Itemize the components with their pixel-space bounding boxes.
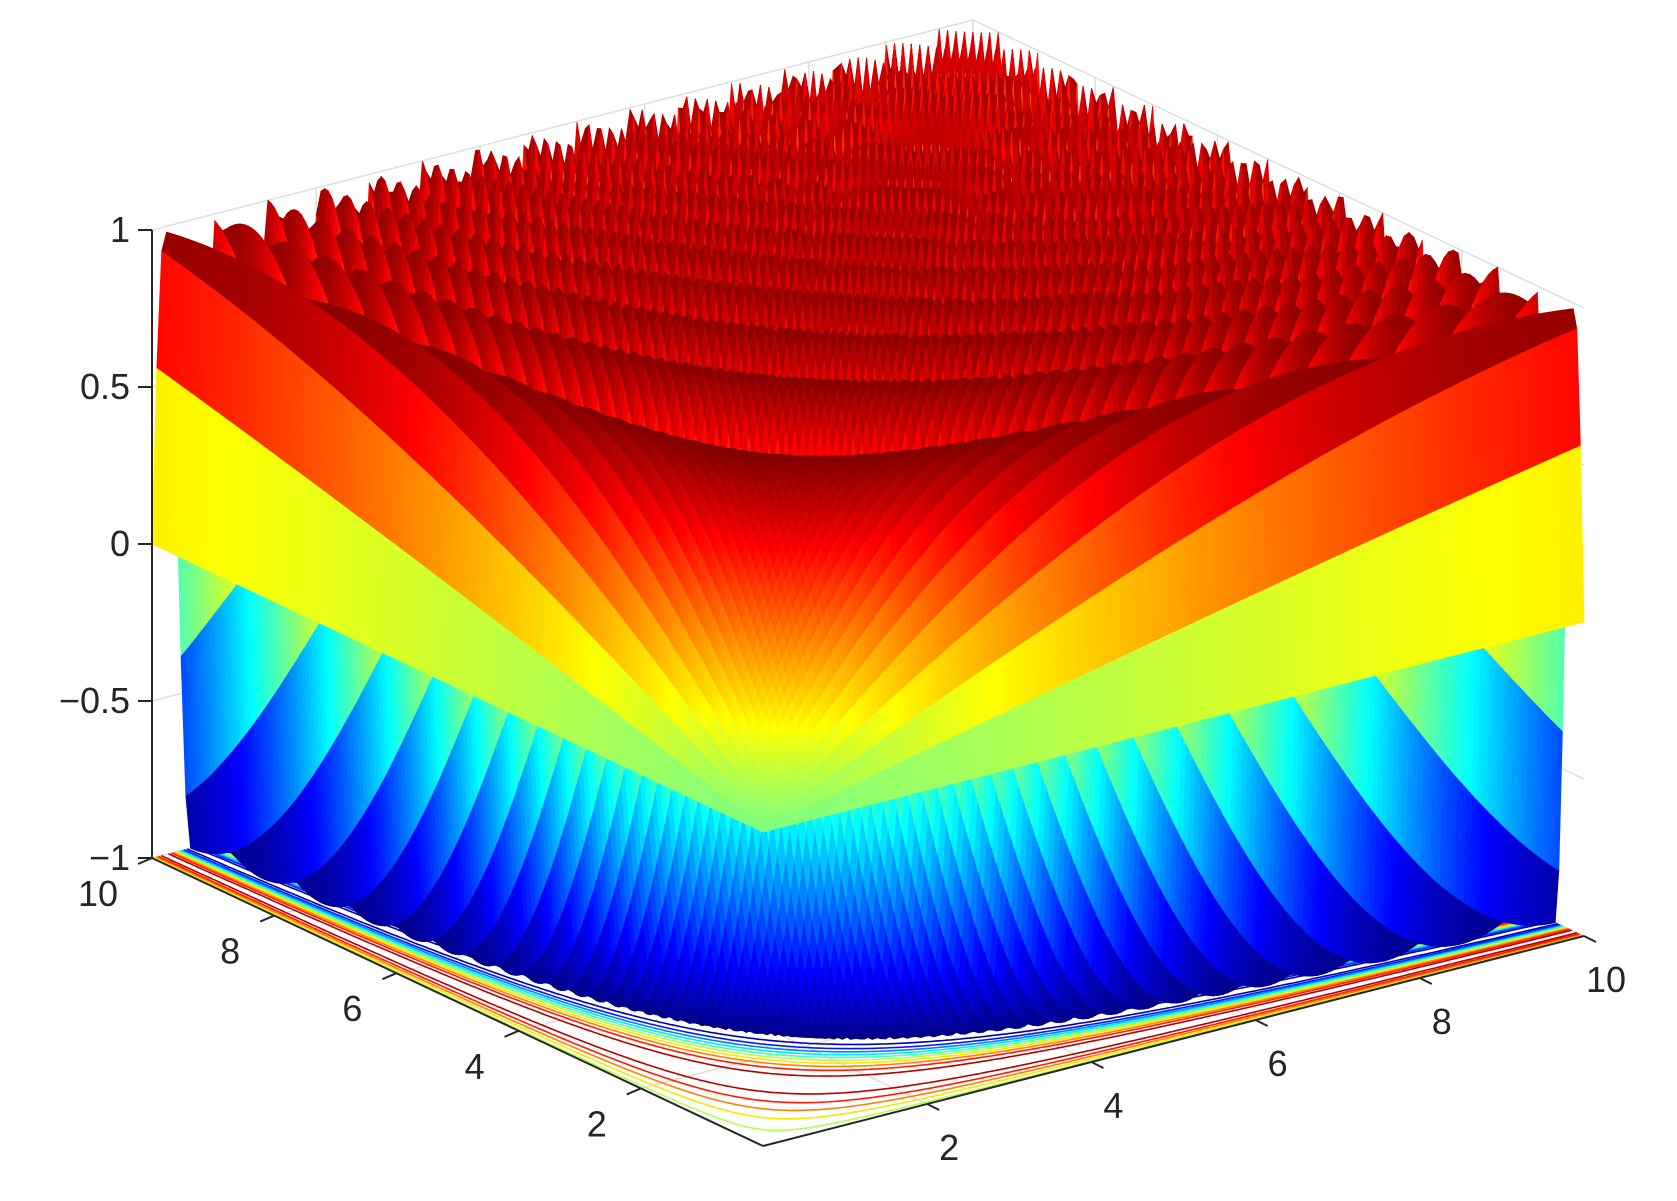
grid-line — [151, 19, 1585, 309]
surface-mesh — [151, 29, 1585, 1041]
